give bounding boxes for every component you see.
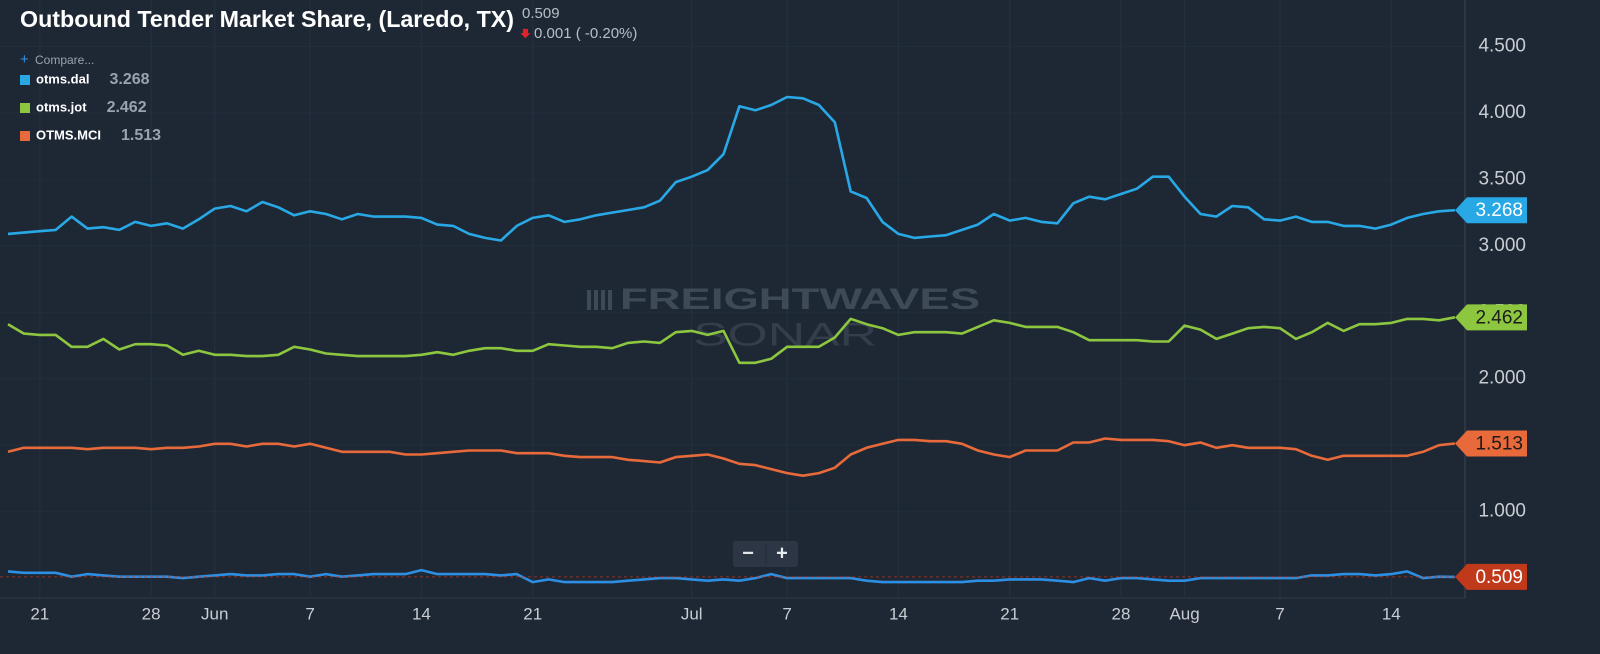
- watermark-icon: [601, 290, 605, 310]
- y-tick-label: 4.000: [1478, 102, 1526, 123]
- zoom-out-button[interactable]: −: [742, 542, 754, 564]
- watermark: FREIGHTWAVES SONAR: [587, 283, 980, 352]
- y-tick-label: 3.000: [1478, 235, 1526, 256]
- y-tick-label: 4.500: [1478, 36, 1526, 57]
- legend-value: 1.513: [121, 127, 161, 144]
- last-value-label: 2.462: [1475, 307, 1523, 328]
- x-tick-label: 7: [782, 604, 791, 623]
- x-tick-label: 28: [1112, 604, 1131, 623]
- y-tick-label: 3.500: [1478, 168, 1526, 189]
- x-tick-label: 14: [1382, 604, 1401, 623]
- grid: [39, 0, 1392, 598]
- compare-button[interactable]: Compare...: [35, 53, 94, 67]
- legend-label: otms.dal: [36, 71, 89, 86]
- x-tick-label: Aug: [1169, 604, 1199, 623]
- legend-value: 2.462: [107, 99, 147, 116]
- x-tick-label: 7: [305, 604, 314, 623]
- watermark-icon: [587, 290, 591, 310]
- zoom-controls: − +: [733, 541, 798, 567]
- x-tick-label: 21: [1000, 604, 1019, 623]
- legend: otms.dal 3.268 otms.jot 2.462 OTMS.MCI 1.513: [20, 71, 161, 144]
- y-tick-label: 2.000: [1478, 368, 1526, 389]
- series-line: [7, 95, 1455, 242]
- last-value-label: 1.513: [1475, 433, 1523, 454]
- series-line: [7, 437, 1456, 477]
- watermark-icon: [608, 290, 612, 310]
- down-arrow-icon: [520, 28, 531, 39]
- legend-label: OTMS.MCI: [36, 127, 101, 142]
- last-value-label: 3.268: [1475, 200, 1523, 221]
- x-tick-label: 21: [523, 604, 542, 623]
- compare-icon[interactable]: +: [20, 51, 29, 68]
- legend-swatch: [20, 75, 30, 85]
- watermark-icon: [594, 290, 598, 310]
- plot-area: [0, 95, 1465, 584]
- last-value-badge: [1455, 197, 1527, 224]
- legend-swatch: [20, 103, 30, 113]
- x-tick-label: Jun: [201, 604, 228, 623]
- x-tick-label: 28: [142, 604, 161, 623]
- x-tick-label: 14: [889, 604, 908, 623]
- last-value-badge: [1455, 304, 1527, 331]
- x-tick-label: 14: [412, 604, 431, 623]
- zoom-in-button[interactable]: +: [776, 542, 788, 564]
- legend-swatch: [20, 131, 30, 141]
- last-value-badge: [1455, 563, 1527, 590]
- legend-label: otms.jot: [36, 99, 87, 114]
- watermark-text: FREIGHTWAVES: [620, 283, 980, 316]
- header-change: 0.001 ( -0.20%): [534, 25, 637, 42]
- last-value-label: 0.509: [1475, 567, 1523, 588]
- x-tick-label: 21: [30, 604, 49, 623]
- x-tick-label: Jul: [681, 604, 703, 623]
- header-value: 0.509: [522, 5, 560, 22]
- last-value-markers: 3.268 2.462 1.513 0.509: [1455, 197, 1527, 590]
- legend-value: 3.268: [109, 71, 149, 88]
- y-tick-label: 1.000: [1478, 501, 1526, 522]
- x-tick-label: 7: [1275, 604, 1284, 623]
- chart-title: Outbound Tender Market Share, (Laredo, T…: [20, 6, 514, 32]
- series-line: [7, 568, 1455, 584]
- series-line: [7, 316, 1456, 365]
- last-value-badge: [1455, 430, 1527, 457]
